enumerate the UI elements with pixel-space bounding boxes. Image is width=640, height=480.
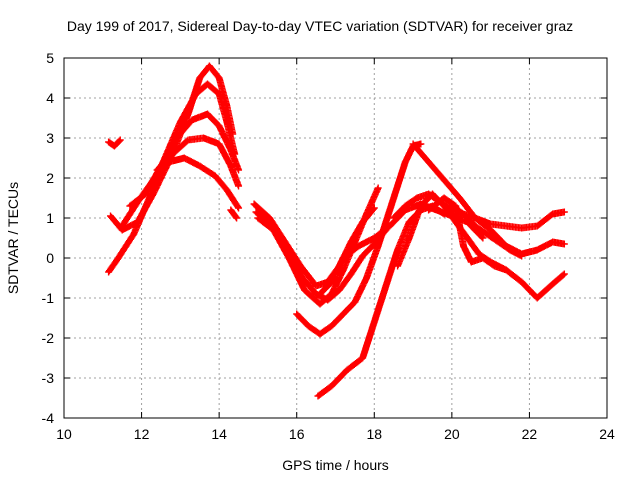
y-tick-label: 5 <box>46 50 54 66</box>
data-series-track-5 <box>153 134 243 190</box>
grid-layer <box>64 58 607 418</box>
series-markers <box>293 140 425 338</box>
chart-title: Day 199 of 2017, Sidereal Day-to-day VTE… <box>66 18 574 34</box>
y-tick-label: 2 <box>46 170 54 186</box>
y-tick-label: 4 <box>46 90 54 106</box>
x-tick-label: 24 <box>599 426 615 442</box>
series-markers <box>227 206 241 222</box>
y-tick-label: 3 <box>46 130 54 146</box>
x-tick-label: 22 <box>522 426 538 442</box>
x-tick-label: 20 <box>444 426 460 442</box>
y-tick-label: -2 <box>42 330 55 346</box>
series-markers <box>153 134 243 190</box>
data-series-track-11 <box>293 140 425 338</box>
y-tick-label: 0 <box>46 250 54 266</box>
y-tick-label: -3 <box>42 370 55 386</box>
x-tick-label: 18 <box>366 426 382 442</box>
y-tick-label: 1 <box>46 210 54 226</box>
x-tick-label: 10 <box>56 426 72 442</box>
x-tick-label: 12 <box>134 426 150 442</box>
x-tick-label: 14 <box>211 426 227 442</box>
series-markers <box>254 184 382 308</box>
data-series-track-7 <box>227 206 241 222</box>
plot-frame <box>63 57 608 419</box>
data-series-track-18 <box>448 202 526 260</box>
marks-layer <box>105 62 568 400</box>
x-axis-label: GPS time / hours <box>282 457 389 473</box>
data-series-track-6 <box>105 136 124 150</box>
data-series-track-10 <box>254 184 382 308</box>
x-tick-label: 16 <box>289 426 305 442</box>
series-markers <box>105 136 124 150</box>
y-tick-label: -4 <box>42 410 55 426</box>
series-markers <box>448 202 526 260</box>
y-tick-label: -1 <box>42 290 55 306</box>
